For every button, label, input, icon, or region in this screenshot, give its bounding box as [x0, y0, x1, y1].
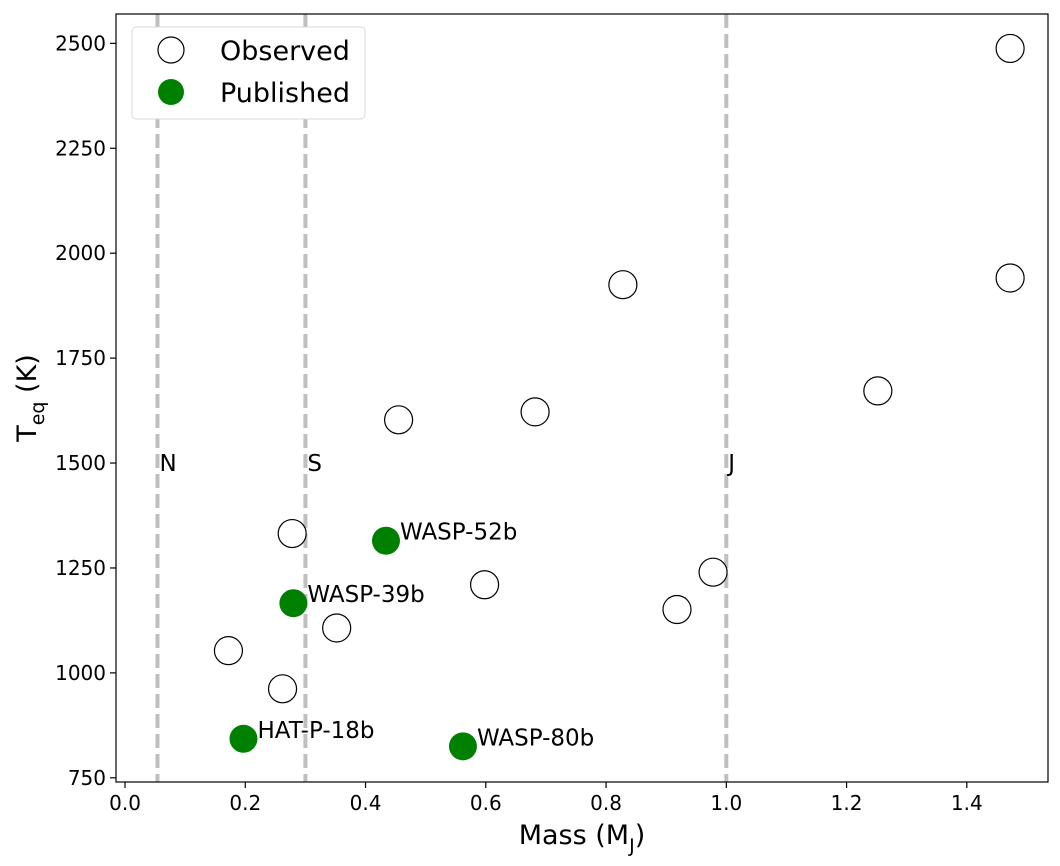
y-tick-label: 2500 — [55, 31, 106, 55]
y-tick-label: 2000 — [55, 241, 106, 265]
observed-point — [698, 557, 728, 587]
x-tick-label: 0.4 — [350, 791, 382, 815]
observed-point — [469, 570, 500, 600]
x-tick-label: 0.2 — [229, 791, 261, 815]
published-point — [279, 589, 308, 618]
point-label: HAT-P-18b — [257, 718, 374, 744]
legend-marker-published — [158, 79, 184, 105]
legend-marker-observed — [157, 36, 185, 64]
observed-point — [662, 594, 692, 625]
point-annotations: HAT-P-18b WASP-39b WASP-52b WASP-80b — [257, 520, 594, 752]
x-tick-label: 1.4 — [951, 791, 983, 815]
observed-point — [995, 33, 1025, 64]
y-tick-label: 1500 — [55, 451, 106, 475]
reference-line-label-n: N — [159, 451, 176, 477]
y-tick-label: 750 — [68, 766, 106, 790]
x-axis-label: Mass (MJ) — [519, 820, 646, 857]
published-point — [371, 526, 400, 555]
x-axis-ticks: 0.0 0.2 0.4 0.6 0.8 1.0 1.2 1.4 — [109, 782, 983, 815]
legend-box — [131, 26, 366, 120]
point-label: WASP-80b — [477, 725, 594, 751]
observed-point — [213, 636, 244, 666]
reference-line-label-j: J — [726, 451, 735, 477]
published-point — [448, 732, 477, 761]
point-label: WASP-52b — [400, 520, 517, 546]
legend-label-observed: Observed — [220, 36, 350, 67]
data-markers — [213, 33, 1025, 761]
observed-point — [995, 263, 1025, 293]
point-label: WASP-39b — [307, 582, 424, 608]
y-axis-label: Teq (K) — [12, 354, 49, 443]
y-axis-ticks: 750 1000 1250 1500 1750 2000 2250 2500 — [55, 31, 116, 790]
reference-lines — [155, 14, 729, 782]
y-tick-label: 1250 — [55, 556, 106, 580]
y-tick-label: 1750 — [55, 346, 106, 370]
y-tick-label: 1000 — [55, 661, 106, 685]
observed-point — [384, 405, 414, 435]
legend-label-published: Published — [220, 78, 350, 109]
y-tick-label: 2250 — [55, 136, 106, 160]
observed-point — [608, 270, 638, 300]
x-tick-label: 1.2 — [831, 791, 863, 815]
published-point — [229, 724, 258, 753]
reference-line-label-s: S — [307, 451, 322, 477]
legend: Observed Published — [131, 26, 366, 120]
x-tick-label: 1.0 — [710, 791, 742, 815]
observed-point — [520, 397, 550, 427]
plot-area-frame — [115, 13, 1049, 783]
observed-point — [863, 376, 893, 406]
x-tick-label: 0.8 — [590, 791, 622, 815]
x-tick-label: 0.0 — [109, 791, 141, 815]
x-tick-label: 0.6 — [470, 791, 502, 815]
observed-point — [322, 613, 352, 643]
observed-point — [267, 674, 298, 704]
observed-point — [277, 518, 307, 549]
